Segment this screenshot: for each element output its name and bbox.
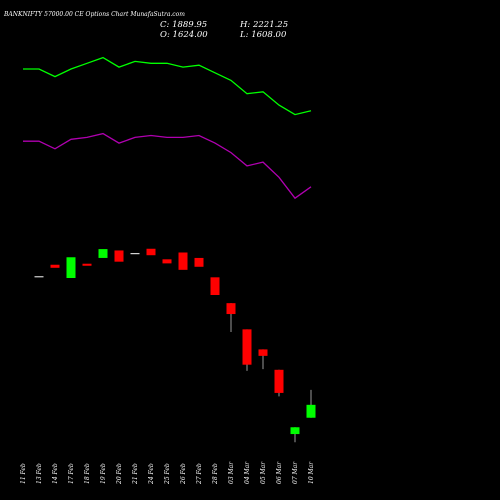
- candle-body: [242, 329, 252, 365]
- x-tick-label: 03 Mar: [228, 461, 235, 484]
- candle: [274, 369, 284, 397]
- x-tick-label: 05 Mar: [260, 461, 267, 484]
- upper-band-line: [23, 56, 312, 116]
- candle-body: [178, 252, 188, 270]
- candle: [50, 264, 60, 268]
- x-axis-ticks: 11 Feb 13 Feb 14 Feb 17 Feb 18 Feb 19 Feb 20 F…: [20, 461, 315, 485]
- x-tick-label: 28 Feb: [212, 463, 219, 485]
- candle: [82, 263, 92, 266]
- open-value: O: 1624.00: [160, 30, 208, 40]
- candle: [114, 250, 124, 262]
- candle-body: [162, 259, 172, 264]
- candle: [306, 389, 316, 418]
- x-tick-label: 07 Mar: [292, 461, 299, 484]
- x-tick-label: 21 Feb: [132, 463, 139, 485]
- candle: [258, 349, 268, 370]
- x-tick-label: 04 Mar: [244, 461, 251, 484]
- candle-body: [274, 369, 284, 393]
- candle: [210, 277, 220, 295]
- candle-body: [226, 303, 236, 315]
- x-tick-label: 19 Feb: [100, 463, 107, 484]
- indicator-lines: [23, 56, 312, 200]
- x-tick-label: 17 Feb: [68, 463, 75, 484]
- x-tick-label: 18 Feb: [84, 463, 91, 484]
- chart-title: BANKNIFTY 57000.00 CE Options Chart Muna…: [3, 11, 185, 18]
- candle-body: [114, 250, 124, 262]
- candle-body: [258, 349, 268, 356]
- candle: [98, 249, 108, 258]
- x-tick-label: 25 Feb: [164, 463, 171, 485]
- candle-body: [82, 263, 92, 266]
- lower-band-line: [23, 132, 312, 200]
- candle: [162, 259, 172, 264]
- candle-body: [66, 257, 76, 278]
- candle: [242, 329, 252, 371]
- candle-body: [34, 276, 44, 278]
- candle: [226, 303, 236, 333]
- candles-group: [34, 248, 316, 443]
- candle: [130, 253, 140, 255]
- low-value: L: 1608.00: [239, 30, 287, 40]
- candle-body: [50, 264, 60, 268]
- x-tick-label: 24 Feb: [148, 463, 155, 485]
- candle: [194, 257, 204, 267]
- candle: [66, 257, 76, 278]
- x-tick-label: 10 Mar: [308, 461, 315, 484]
- candle-body: [194, 257, 204, 267]
- x-tick-label: 11 Feb: [20, 463, 27, 484]
- x-tick-label: 13 Feb: [36, 463, 43, 484]
- x-tick-label: 26 Feb: [180, 463, 187, 485]
- candle-body: [98, 249, 108, 258]
- x-tick-label: 27 Feb: [196, 463, 203, 485]
- candle-body: [306, 404, 316, 418]
- x-tick-label: 20 Feb: [116, 463, 123, 485]
- close-value: C: 1889.95: [160, 20, 207, 30]
- candle-body: [146, 248, 156, 256]
- candle: [290, 427, 300, 443]
- candle-body: [130, 253, 140, 255]
- x-tick-label: 14 Feb: [52, 463, 59, 484]
- candle-body: [290, 427, 300, 435]
- candle: [34, 276, 44, 278]
- high-value: H: 2221.25: [239, 20, 288, 30]
- candle: [178, 252, 188, 270]
- x-tick-label: 06 Mar: [276, 461, 283, 484]
- candle: [146, 248, 156, 256]
- candle-body: [210, 277, 220, 295]
